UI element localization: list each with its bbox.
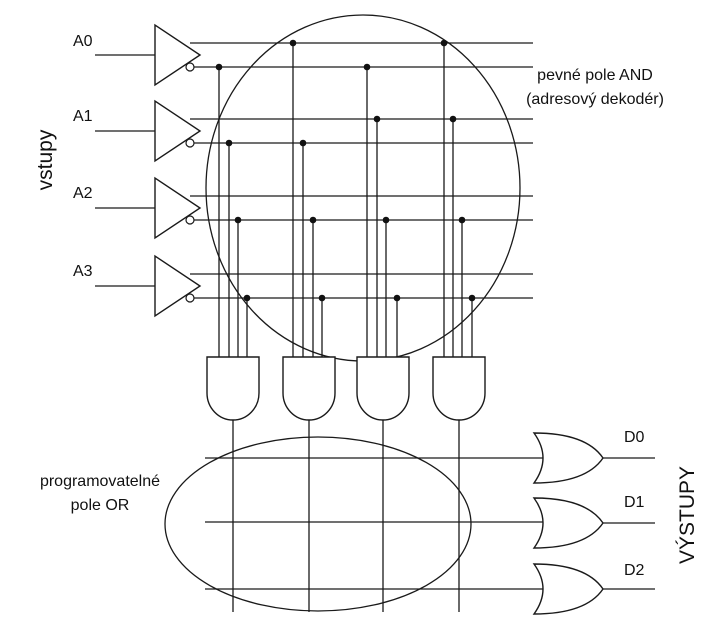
and-gate-3-inputs <box>363 63 401 357</box>
or-array-ellipse <box>164 436 472 612</box>
and-gate-2 <box>282 356 336 421</box>
or-gate-d1 <box>532 497 604 549</box>
or-array-label-line1: programovatelné <box>40 473 160 490</box>
outputs-side-label: VÝSTUPY <box>676 466 699 564</box>
input-a0 <box>95 23 533 87</box>
output-lines <box>603 457 655 590</box>
and-array-label-line1: pevné pole AND <box>537 67 653 84</box>
product-term-lines <box>232 420 460 612</box>
output-label-d0: D0 <box>624 429 645 446</box>
input-label-a0: A0 <box>73 33 93 50</box>
and-gate-4 <box>432 356 486 421</box>
input-a3 <box>95 254 533 318</box>
output-label-d1: D1 <box>624 494 645 511</box>
and-gate-3 <box>356 356 410 421</box>
and-gate-1 <box>206 356 260 421</box>
input-label-a2: A2 <box>73 185 93 202</box>
inputs-side-label: vstupy <box>34 129 57 190</box>
and-gate-4-inputs <box>440 39 476 357</box>
and-gate-2-inputs <box>289 39 326 357</box>
or-gate-d2 <box>532 563 604 615</box>
input-label-a3: A3 <box>73 263 93 280</box>
input-a1 <box>95 99 533 163</box>
and-gate-1-inputs <box>215 63 251 357</box>
or-gate-d0 <box>532 432 604 484</box>
or-array-lines <box>205 457 543 590</box>
output-label-d2: D2 <box>624 562 645 579</box>
or-array-label-line2: pole OR <box>71 497 130 514</box>
input-label-a1: A1 <box>73 108 93 125</box>
input-a2 <box>95 176 533 240</box>
and-array-label-line2: (adresový dekodér) <box>526 91 664 108</box>
